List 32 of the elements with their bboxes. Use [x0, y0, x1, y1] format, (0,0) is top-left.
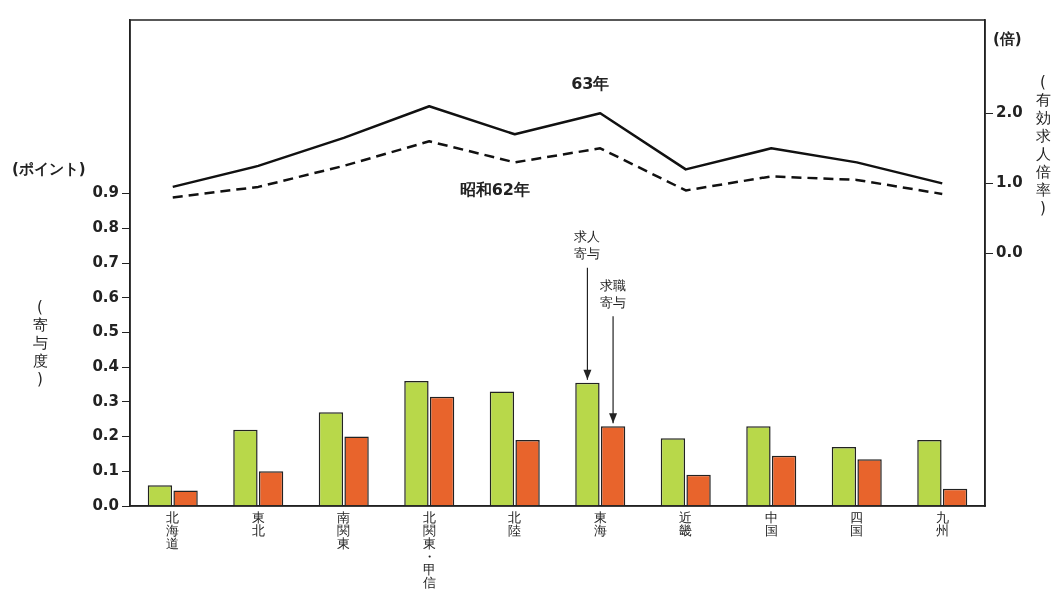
y-tick-label: 0.7	[92, 252, 119, 271]
x-tick-label: 北陸	[508, 509, 522, 538]
x-tick-label: 南関東	[337, 509, 351, 551]
y-tick-label: 0.5	[92, 322, 119, 341]
text: 求職寄与	[600, 277, 627, 310]
y-tick-label: 0.0	[92, 495, 119, 514]
y2-tick-label: 2.0	[996, 103, 1023, 122]
series-label: 63年	[571, 74, 610, 94]
x-tick-label: 東北	[251, 509, 265, 538]
text: (倍)	[993, 29, 1022, 48]
y-tick-label: 0.3	[92, 391, 119, 410]
y-axis-title: (寄与度)	[32, 297, 48, 388]
line-series	[171, 140, 944, 199]
x-tick-label: 東海	[593, 509, 607, 538]
x-tick-label: 近畿	[679, 509, 693, 538]
y2-tick-label: 0.0	[996, 243, 1023, 262]
y-tick-label: 0.2	[92, 426, 119, 445]
x-tick-label: 中国	[764, 509, 778, 538]
y-tick-label: 0.4	[92, 357, 119, 376]
x-tick-label: 九州	[935, 509, 949, 538]
y-tick-label: 0.1	[92, 461, 119, 480]
x-tick-label: 北関東・甲信	[422, 509, 436, 590]
y-tick-label: 0.9	[92, 183, 119, 202]
y2-tick-label: 1.0	[996, 173, 1023, 192]
y-tick-label: 0.6	[92, 287, 119, 306]
text: 求人寄与	[574, 229, 601, 262]
x-tick-label: 四国	[850, 509, 864, 538]
x-tick-label: 北海道	[166, 509, 180, 551]
text: (ポイント)	[12, 159, 86, 178]
y2-axis-title: (有効求人倍率)	[1035, 72, 1051, 217]
series-label: 昭和62年	[459, 179, 530, 199]
y-tick-label: 0.8	[92, 218, 119, 237]
